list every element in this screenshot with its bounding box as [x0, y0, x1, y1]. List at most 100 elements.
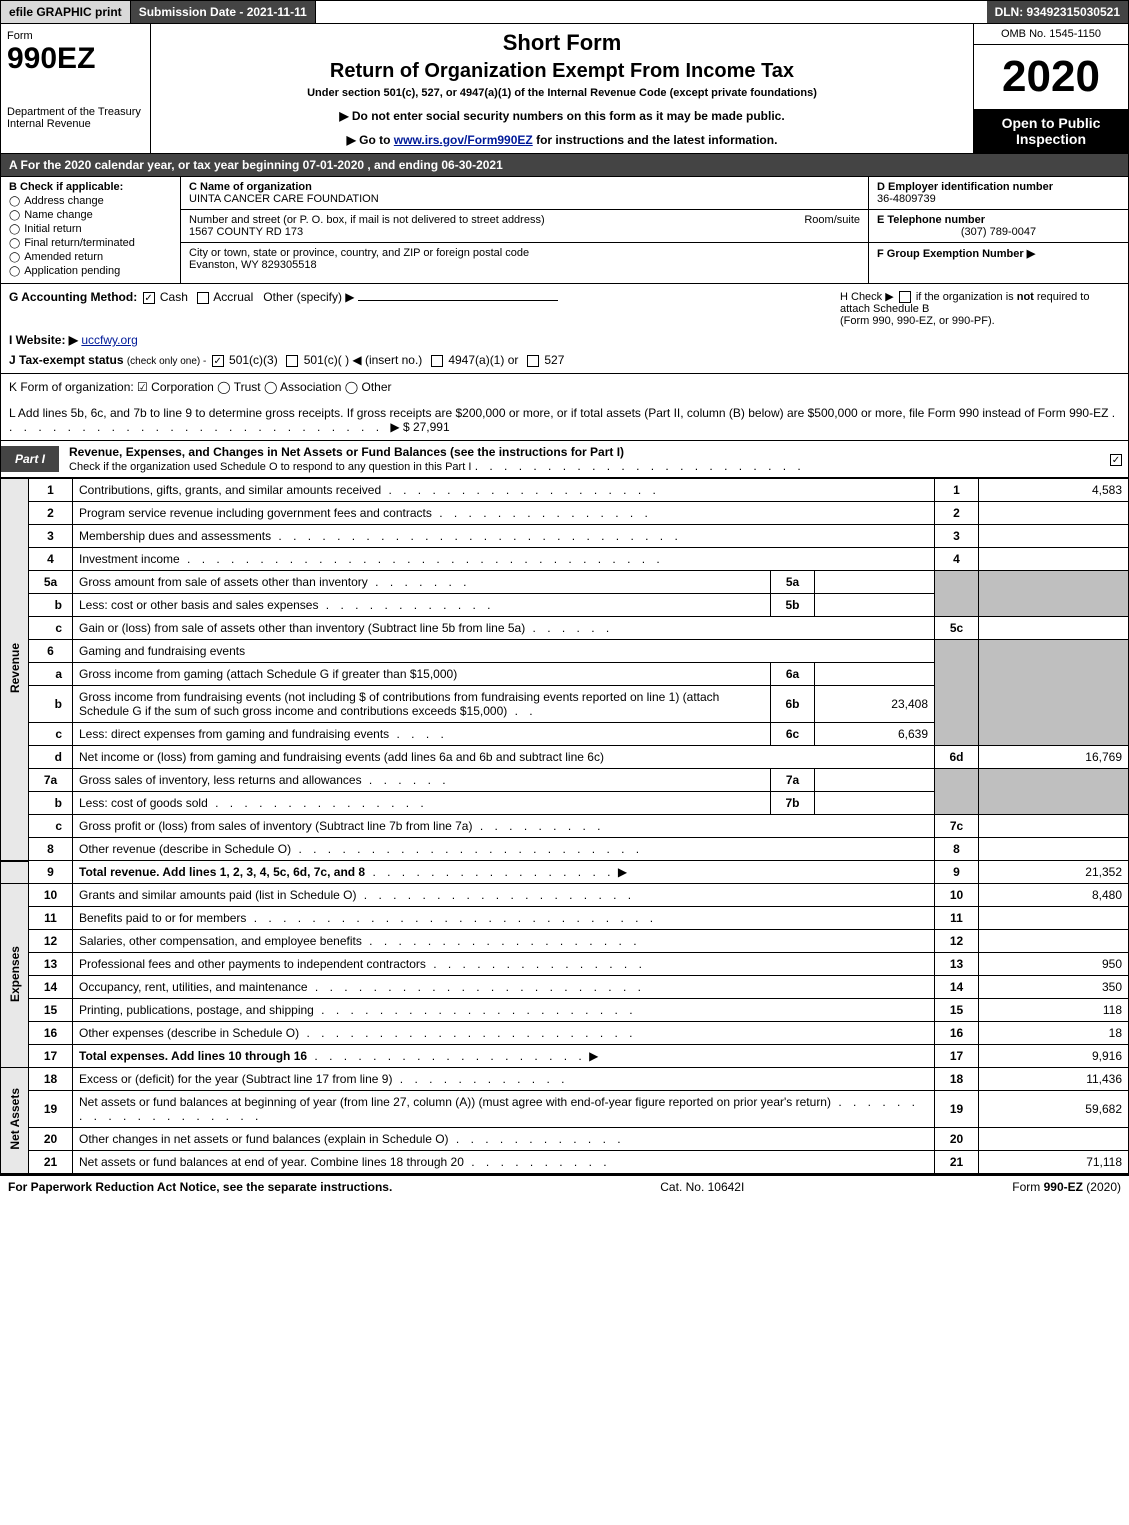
val-5c	[979, 617, 1129, 640]
chk-accrual[interactable]	[197, 292, 209, 304]
chk-527[interactable]	[527, 355, 539, 367]
ssn-warning: ▶ Do not enter social security numbers o…	[161, 109, 963, 123]
ln-8: 8	[29, 838, 73, 861]
form-label: Form	[7, 30, 144, 42]
c-name-label: C Name of organization	[189, 181, 312, 193]
ln-13: 13	[29, 953, 73, 976]
midln-5a: 5a	[771, 571, 815, 594]
ln-12: 12	[29, 930, 73, 953]
chk-501c[interactable]	[286, 355, 298, 367]
part1-title: Revenue, Expenses, and Changes in Net As…	[59, 441, 1104, 477]
chk-schedule-b[interactable]	[899, 291, 911, 303]
e-tel: (307) 789-0047	[877, 226, 1120, 238]
desc-6: Gaming and fundraising events	[73, 640, 935, 663]
chk-4947[interactable]	[431, 355, 443, 367]
g-other: Other (specify) ▶	[263, 290, 354, 304]
ln-6a: a	[29, 663, 73, 686]
val-17: 9,916	[979, 1045, 1129, 1068]
midln-7a: 7a	[771, 769, 815, 792]
header-left: Form 990EZ Department of the Treasury In…	[1, 24, 151, 153]
c-street-label: Number and street (or P. O. box, if mail…	[189, 214, 545, 226]
chk-application-pending[interactable]: Application pending	[9, 265, 172, 277]
chk-amended-return[interactable]: Amended return	[9, 251, 172, 263]
e-tel-label: E Telephone number	[877, 214, 985, 226]
efile-print-button[interactable]: efile GRAPHIC print	[1, 1, 131, 23]
midval-5b	[815, 594, 935, 617]
section-ghij: G Accounting Method: Cash Accrual Other …	[0, 284, 1129, 374]
goto-post: for instructions and the latest informat…	[533, 133, 778, 147]
ln-17: 17	[29, 1045, 73, 1068]
omb-number: OMB No. 1545-1150	[974, 24, 1128, 45]
ln-6b: b	[29, 686, 73, 723]
midval-6c: 6,639	[815, 723, 935, 746]
num-2: 2	[935, 502, 979, 525]
shaded-5v	[979, 571, 1129, 617]
midln-6c: 6c	[771, 723, 815, 746]
col-b-checkboxes: B Check if applicable: Address change Na…	[1, 177, 181, 283]
ln-16: 16	[29, 1022, 73, 1045]
chk-final-return[interactable]: Final return/terminated	[9, 237, 172, 249]
desc-7a: Gross sales of inventory, less returns a…	[79, 773, 362, 787]
d-ein-label: D Employer identification number	[877, 181, 1053, 193]
shaded-6v	[979, 640, 1129, 746]
num-21: 21	[935, 1151, 979, 1174]
desc-18: Excess or (deficit) for the year (Subtra…	[79, 1072, 392, 1086]
ln-10: 10	[29, 884, 73, 907]
submission-date-button[interactable]: Submission Date - 2021-11-11	[131, 1, 316, 23]
c-street: 1567 COUNTY RD 173	[189, 226, 303, 238]
desc-2: Program service revenue including govern…	[79, 506, 432, 520]
chk-name-change[interactable]: Name change	[9, 209, 172, 221]
irs-link[interactable]: www.irs.gov/Form990EZ	[394, 133, 533, 147]
desc-1: Contributions, gifts, grants, and simila…	[79, 483, 381, 497]
h-text1: H Check ▶	[840, 291, 894, 303]
ln-7a: 7a	[29, 769, 73, 792]
chk-cash[interactable]	[143, 292, 155, 304]
desc-20: Other changes in net assets or fund bala…	[79, 1132, 449, 1146]
num-15: 15	[935, 999, 979, 1022]
ln-11: 11	[29, 907, 73, 930]
chk-initial-return[interactable]: Initial return	[9, 223, 172, 235]
dln-label: DLN: 93492315030521	[987, 1, 1128, 23]
line-g: G Accounting Method: Cash Accrual Other …	[9, 290, 820, 304]
part1-table: Revenue 1 Contributions, gifts, grants, …	[0, 478, 1129, 1174]
vert-revenue: Revenue	[1, 479, 29, 861]
midln-6b: 6b	[771, 686, 815, 723]
line-k: K Form of organization: ☑ Corporation ◯ …	[0, 374, 1129, 400]
h-text2: if the organization is	[916, 291, 1017, 303]
val-6d: 16,769	[979, 746, 1129, 769]
midval-6b: 23,408	[815, 686, 935, 723]
c-city: Evanston, WY 829305518	[189, 259, 317, 271]
desc-13: Professional fees and other payments to …	[79, 957, 426, 971]
num-11: 11	[935, 907, 979, 930]
form-number: 990EZ	[7, 42, 144, 76]
short-form-title: Short Form	[161, 30, 963, 56]
ln-3: 3	[29, 525, 73, 548]
footer-left: For Paperwork Reduction Act Notice, see …	[8, 1180, 392, 1194]
ln-7c: c	[29, 815, 73, 838]
website-link[interactable]: uccfwy.org	[81, 333, 137, 347]
val-16: 18	[979, 1022, 1129, 1045]
desc-14: Occupancy, rent, utilities, and maintena…	[79, 980, 308, 994]
desc-5c: Gain or (loss) from sale of assets other…	[79, 621, 525, 635]
desc-9: Total revenue. Add lines 1, 2, 3, 4, 5c,…	[79, 865, 365, 879]
ln-18: 18	[29, 1068, 73, 1091]
vert-netassets: Net Assets	[1, 1068, 29, 1174]
val-1: 4,583	[979, 479, 1129, 502]
g-other-field[interactable]	[358, 300, 558, 301]
g-label: G Accounting Method:	[9, 290, 137, 304]
shaded-7	[935, 769, 979, 815]
chk-address-change[interactable]: Address change	[9, 195, 172, 207]
desc-7b: Less: cost of goods sold	[79, 796, 208, 810]
desc-21: Net assets or fund balances at end of ye…	[79, 1155, 464, 1169]
num-12: 12	[935, 930, 979, 953]
val-2	[979, 502, 1129, 525]
tax-year: 2020	[974, 45, 1128, 109]
ln-5b: b	[29, 594, 73, 617]
footer-catno: Cat. No. 10642I	[392, 1180, 1012, 1194]
chk-501c3[interactable]	[212, 355, 224, 367]
part1-checkbox[interactable]	[1104, 452, 1128, 466]
midval-7a	[815, 769, 935, 792]
num-10: 10	[935, 884, 979, 907]
desc-4: Investment income	[79, 552, 180, 566]
footer-right: Form 990-EZ (2020)	[1012, 1180, 1121, 1194]
